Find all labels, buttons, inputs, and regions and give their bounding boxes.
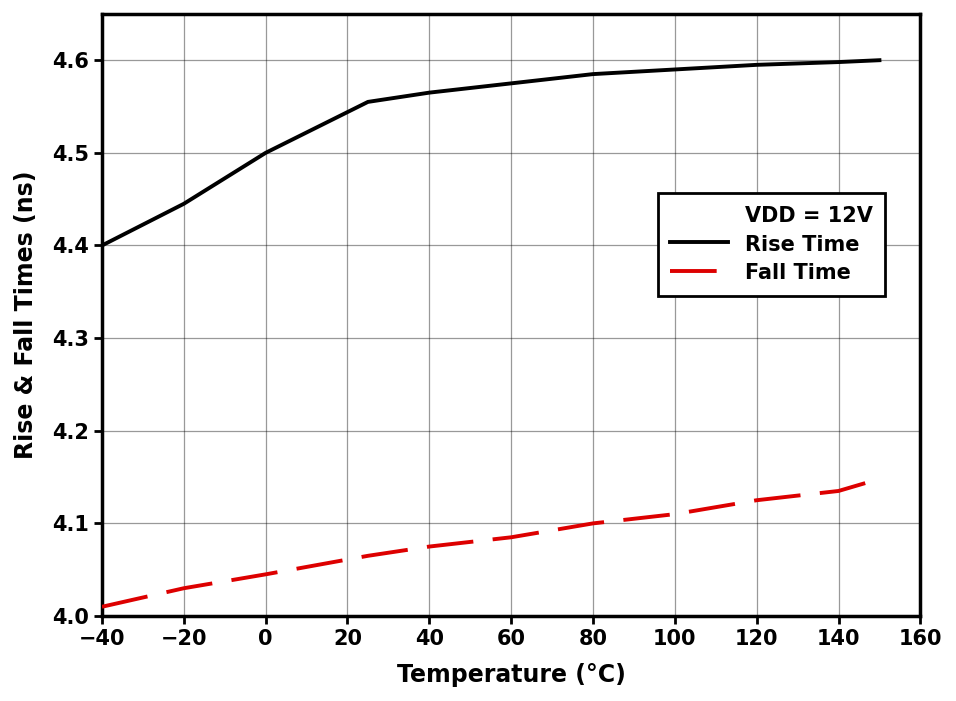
X-axis label: Temperature (°C): Temperature (°C)	[397, 663, 625, 687]
Legend: VDD = 12V, Rise Time, Fall Time: VDD = 12V, Rise Time, Fall Time	[658, 193, 885, 296]
Y-axis label: Rise & Fall Times (ns): Rise & Fall Times (ns)	[14, 171, 38, 459]
